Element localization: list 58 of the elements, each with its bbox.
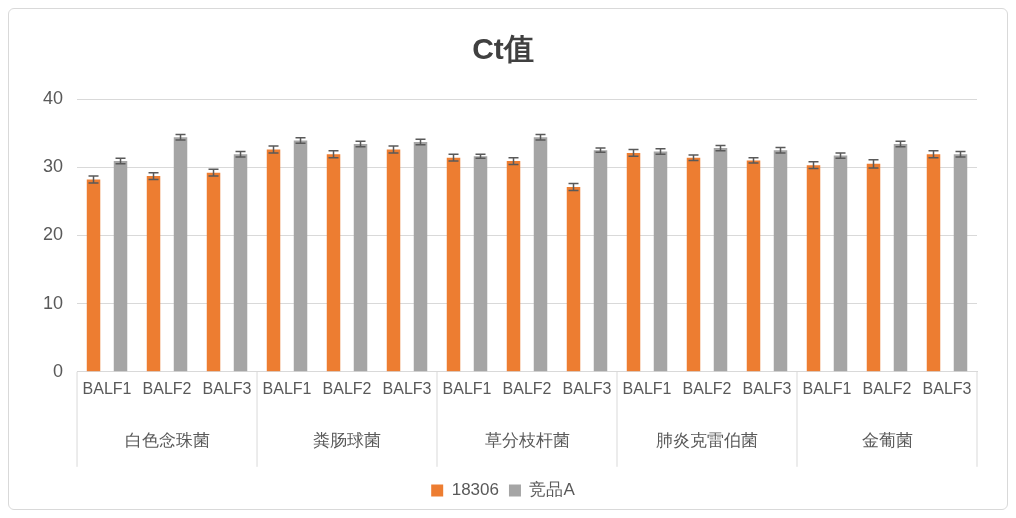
bar <box>746 160 761 372</box>
x-tick-label: BALF2 <box>502 379 552 397</box>
bar <box>833 155 848 372</box>
bar <box>473 156 488 372</box>
x-tick-label: BALF3 <box>742 379 792 397</box>
bar <box>293 140 308 372</box>
bar <box>146 176 161 372</box>
bar <box>413 141 428 372</box>
text: 白色念珠菌 <box>124 431 210 451</box>
text: 肺炎克雷伯菌 <box>656 431 759 451</box>
bar <box>506 161 521 372</box>
bar <box>773 150 788 372</box>
x-tick-label: BALF3 <box>382 379 432 397</box>
bar <box>113 161 128 372</box>
chart-title: Ct值 <box>472 32 534 66</box>
text: 金葡菌 <box>861 431 913 451</box>
bar <box>806 165 821 372</box>
bar <box>626 152 641 372</box>
x-tick-label: BALF1 <box>442 379 492 397</box>
x-tick-label: BALF2 <box>682 379 732 397</box>
bar <box>233 154 248 372</box>
x-tick-label: BALF1 <box>82 379 132 397</box>
bar <box>266 149 281 372</box>
x-tick-label: BALF1 <box>622 379 672 397</box>
y-tick-label: 10 <box>42 292 64 313</box>
text: 粪肠球菌 <box>313 431 382 451</box>
x-tick-label: BALF1 <box>802 379 852 397</box>
x-tick-label: BALF3 <box>202 379 252 397</box>
bar <box>926 154 941 372</box>
legend-label: 18306 <box>451 480 499 500</box>
y-tick-label: 0 <box>53 360 64 381</box>
bar <box>686 157 701 372</box>
bar <box>866 163 881 372</box>
bar <box>446 157 461 372</box>
bar <box>353 144 368 372</box>
bar <box>566 186 581 372</box>
x-tick-label: BALF3 <box>922 379 972 397</box>
x-tick-label: BALF1 <box>262 379 312 397</box>
y-tick-label: 30 <box>42 156 64 177</box>
text: 草分枝杆菌 <box>484 431 570 451</box>
bar <box>653 151 668 372</box>
bar <box>893 144 908 372</box>
x-tick-label: BALF2 <box>862 379 912 397</box>
x-tick-label: BALF2 <box>142 379 192 397</box>
bar <box>386 149 401 372</box>
x-tick-label: BALF3 <box>562 379 612 397</box>
bar <box>173 137 188 372</box>
legend-label: 竞品A <box>529 480 576 500</box>
x-tick-label: BALF2 <box>322 379 372 397</box>
bar <box>593 150 608 372</box>
y-tick-label: 40 <box>42 87 64 108</box>
bar <box>206 172 221 372</box>
y-tick-label: 20 <box>42 224 64 245</box>
bar <box>86 179 101 372</box>
bar <box>533 137 548 372</box>
bar <box>326 154 341 372</box>
bar <box>713 148 728 372</box>
bar <box>953 154 968 372</box>
